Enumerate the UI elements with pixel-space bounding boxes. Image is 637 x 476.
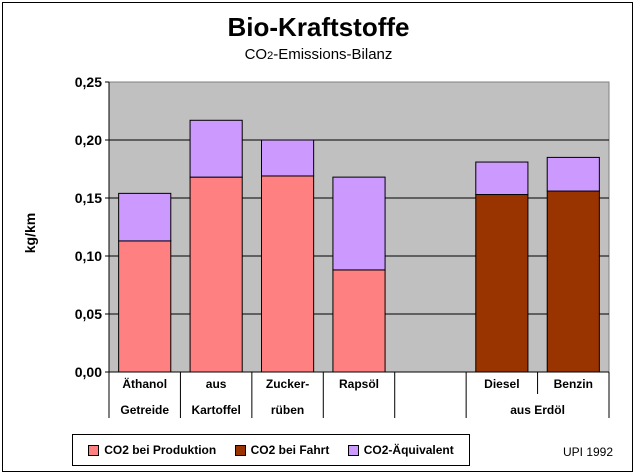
bar-segment bbox=[189, 119, 243, 178]
legend-swatch-equivalent bbox=[347, 444, 359, 456]
bar-segment bbox=[261, 175, 315, 373]
bar-segment bbox=[261, 139, 315, 177]
y-tick-label: 0,10 bbox=[75, 248, 102, 264]
bar-segment bbox=[332, 269, 386, 373]
category-label: Äthanol bbox=[122, 376, 167, 391]
group-label: aus Erdöl bbox=[510, 403, 565, 417]
legend-item-driving: CO2 bei Fahrt bbox=[234, 443, 330, 457]
bar-segment bbox=[118, 240, 172, 373]
bar-segment bbox=[546, 156, 600, 192]
bar-segment bbox=[332, 176, 386, 271]
legend-swatch-driving bbox=[234, 444, 246, 456]
bar-segment bbox=[475, 194, 529, 373]
legend-item-production: CO2 bei Produktion bbox=[88, 443, 216, 457]
legend-swatch-production bbox=[88, 444, 100, 456]
category-sublabel: Kartoffel bbox=[191, 403, 240, 417]
y-tick-label: 0,00 bbox=[75, 364, 102, 380]
chart-title: Bio-Kraftstoffe bbox=[227, 12, 410, 42]
legend-label-driving: CO2 bei Fahrt bbox=[250, 443, 330, 457]
category-label: Zucker- bbox=[266, 377, 309, 391]
bar-segment bbox=[118, 192, 172, 242]
legend-item-equivalent: CO2-Äquivalent bbox=[347, 443, 454, 457]
y-tick-label: 0,20 bbox=[75, 132, 102, 148]
bar-segment bbox=[546, 190, 600, 373]
legend-label-production: CO2 bei Produktion bbox=[104, 443, 217, 457]
y-tick-label: 0,05 bbox=[75, 306, 102, 322]
chart-subtitle: CO2-Emissions-Bilanz bbox=[244, 46, 393, 63]
category-sublabel: Getreide bbox=[120, 403, 169, 417]
legend: CO2 bei Produktion CO2 bei Fahrt CO2-Äqu… bbox=[72, 434, 470, 466]
chart-frame bbox=[2, 2, 633, 472]
category-label: Benzin bbox=[554, 377, 593, 391]
category-sublabel: rüben bbox=[271, 403, 304, 417]
bar-segment bbox=[189, 176, 243, 373]
category-label: Diesel bbox=[484, 377, 519, 391]
y-tick-label: 0,25 bbox=[75, 74, 102, 90]
source-note: UPI 1992 bbox=[563, 445, 614, 459]
category-label: Rapsöl bbox=[339, 377, 379, 391]
y-tick-label: 0,15 bbox=[75, 190, 102, 206]
legend-label-equivalent: CO2-Äquivalent bbox=[363, 443, 454, 457]
bar-segment bbox=[475, 161, 529, 196]
category-label: aus bbox=[206, 377, 227, 391]
